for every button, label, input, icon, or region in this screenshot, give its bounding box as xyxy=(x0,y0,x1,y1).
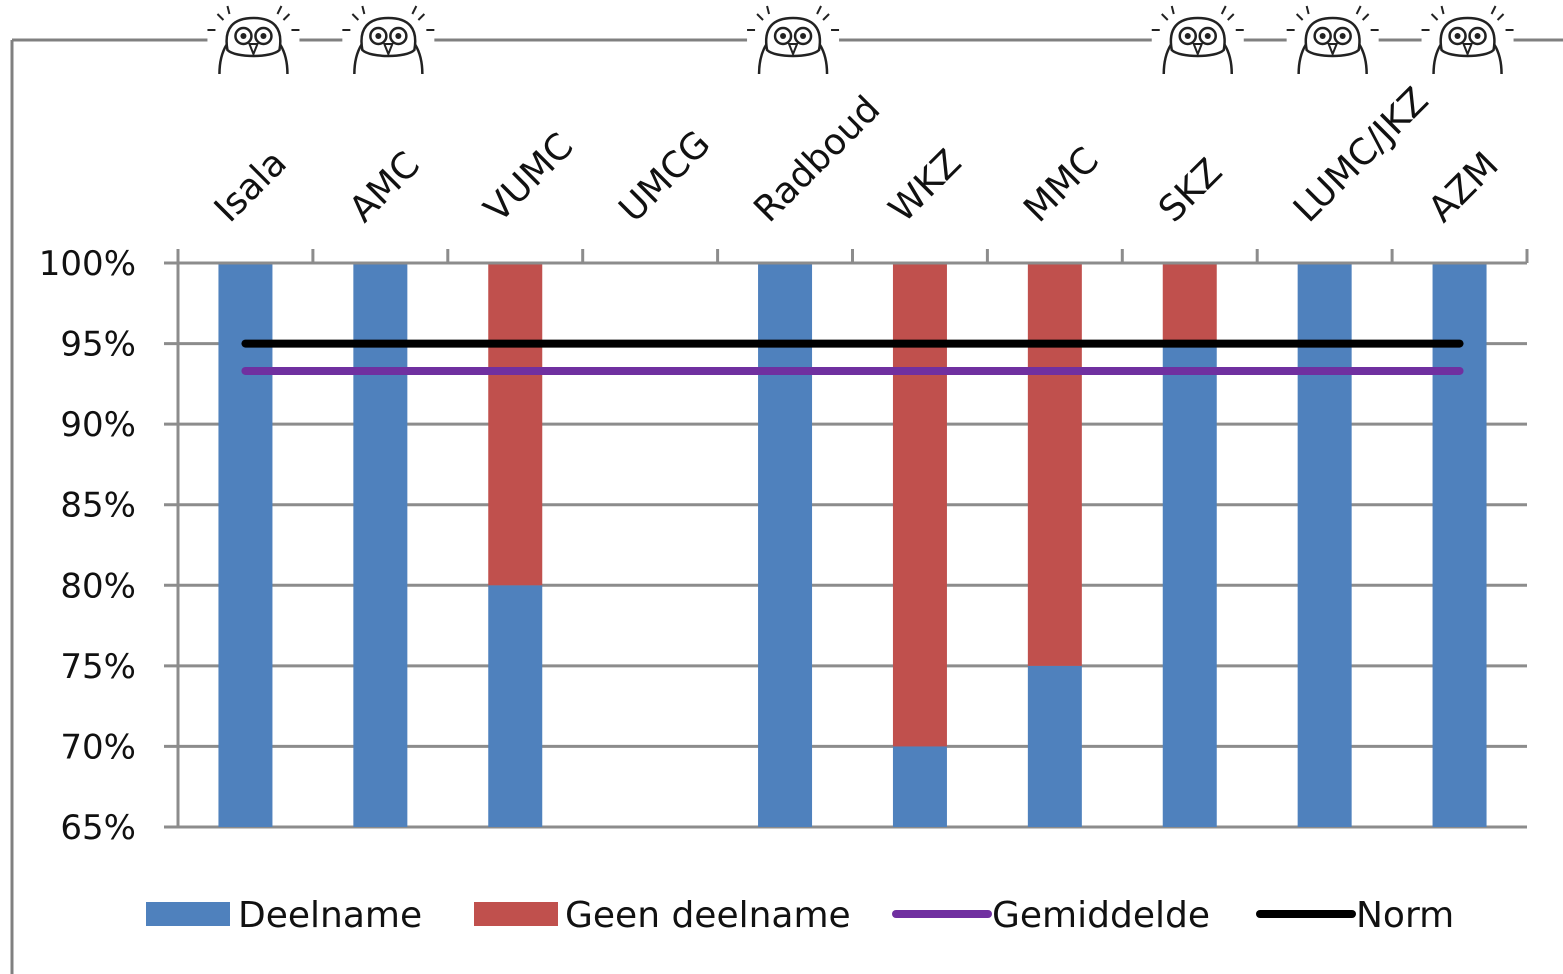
category-label: Isala xyxy=(207,142,295,230)
bar-deelname xyxy=(1432,263,1487,827)
owl-pupil xyxy=(240,33,247,39)
owl-beak xyxy=(787,43,799,57)
category-label: MMC xyxy=(1016,140,1107,231)
bars xyxy=(218,263,1487,827)
legend-label: Deelname xyxy=(238,895,422,936)
owl-pupil xyxy=(1184,33,1191,39)
owl-pupil xyxy=(1204,33,1211,39)
owl-icon xyxy=(747,5,840,75)
category-label: VUMC xyxy=(477,126,582,231)
bar-geen-deelname xyxy=(488,263,543,586)
owl-sparkles xyxy=(747,5,840,31)
owl-beak xyxy=(1327,43,1339,57)
y-tick-label: 95% xyxy=(60,325,136,365)
y-tick-label: 100% xyxy=(39,244,136,284)
owl-icon xyxy=(342,5,435,75)
category-label: AMC xyxy=(342,144,428,230)
bar-deelname xyxy=(892,746,947,827)
owl-beak xyxy=(382,43,394,57)
owl-pupil xyxy=(1454,33,1461,39)
axes xyxy=(176,249,1529,827)
legend-label: Norm xyxy=(1356,895,1454,936)
owl-pupil xyxy=(375,33,382,39)
category-label: Radboud xyxy=(746,88,888,230)
owl-icon xyxy=(1286,5,1379,75)
bar-deelname xyxy=(1297,263,1352,827)
legend-swatch xyxy=(474,902,558,926)
bar-geen-deelname xyxy=(1162,263,1217,344)
bar-deelname xyxy=(353,263,408,827)
owl-sparkles xyxy=(207,5,300,31)
owl-pupil xyxy=(780,33,787,39)
owl-pupil xyxy=(395,33,402,39)
owl-beak xyxy=(1192,43,1204,57)
bar-deelname xyxy=(1027,665,1082,827)
owl-sparkles xyxy=(1151,5,1244,31)
y-tick-label: 90% xyxy=(60,405,136,445)
category-label: AZM xyxy=(1421,145,1507,231)
bar-geen-deelname xyxy=(892,263,947,747)
y-tick-label: 75% xyxy=(60,647,136,687)
legend-label: Geen deelname xyxy=(565,895,851,936)
category-label: LUMC/JKZ xyxy=(1286,80,1436,230)
y-tick-label: 85% xyxy=(60,486,136,526)
owl-icon xyxy=(207,5,300,75)
legend: Deelname Geen deelname Gemiddelde Norm xyxy=(146,895,1454,936)
owl-pupil xyxy=(1474,33,1481,39)
reference-lines xyxy=(241,339,1464,375)
owl-icon xyxy=(1151,5,1244,75)
legend-swatch xyxy=(146,902,230,926)
owl-pupil xyxy=(800,33,807,39)
owl-icon xyxy=(1421,5,1514,75)
y-tick-label: 80% xyxy=(60,566,136,606)
owl-beak xyxy=(1462,43,1474,57)
y-tick-label: 70% xyxy=(60,727,136,767)
legend-label: Gemiddelde xyxy=(992,895,1210,936)
owl-sparkles xyxy=(1421,5,1514,31)
owl-pupil xyxy=(260,33,267,39)
owl-sparkles xyxy=(1286,5,1379,31)
owl-pupil xyxy=(1319,33,1326,39)
bar-geen-deelname xyxy=(1027,263,1082,666)
bar-deelname xyxy=(1162,343,1217,827)
y-tick-label: 65% xyxy=(60,808,136,848)
category-label: WKZ xyxy=(881,142,969,230)
category-label: UMCG xyxy=(612,123,719,230)
y-tick-labels: 100% 95% 90% 85% 80% 75% 70% 65% xyxy=(39,244,136,848)
bar-deelname xyxy=(218,263,273,827)
category-label: SKZ xyxy=(1151,151,1230,230)
owl-pupil xyxy=(1339,33,1346,39)
owl-icons xyxy=(207,5,1514,75)
bar-deelname xyxy=(758,263,813,827)
bar-deelname xyxy=(488,585,543,827)
owl-sparkles xyxy=(342,5,435,31)
owl-beak xyxy=(247,43,259,57)
